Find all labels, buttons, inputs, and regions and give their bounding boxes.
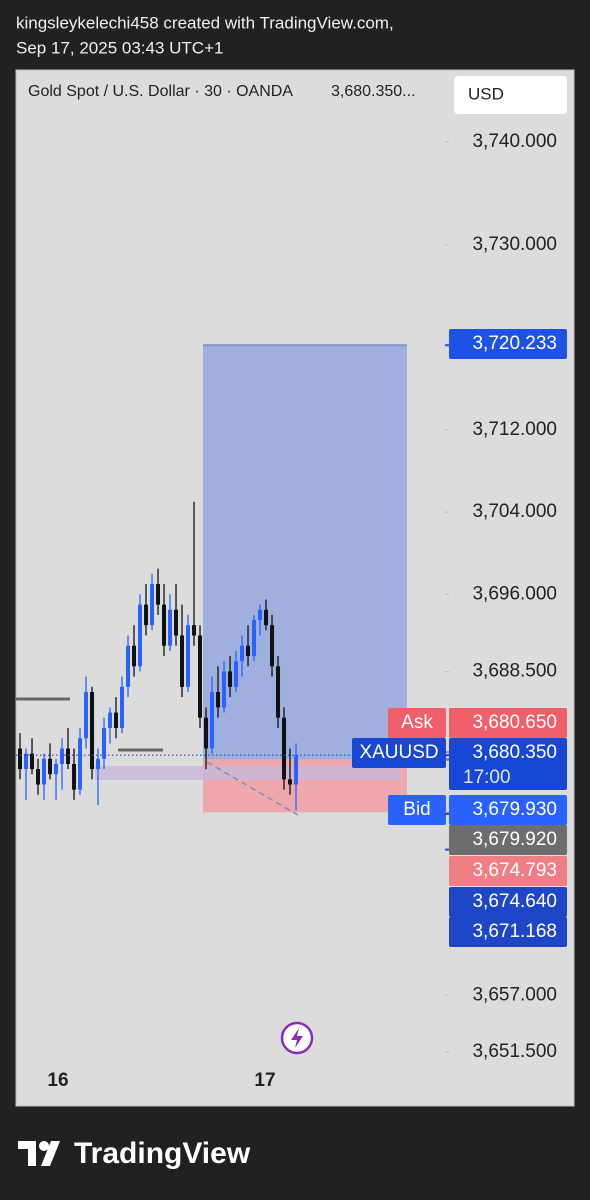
candle-body <box>240 645 245 662</box>
price-tag-label: 3,671.168 <box>472 921 557 942</box>
range-band <box>95 766 401 780</box>
price-tag <box>449 329 567 359</box>
price-tag <box>449 825 567 855</box>
candle-body <box>84 691 89 739</box>
candle-body <box>180 635 185 687</box>
candle-body <box>156 584 161 605</box>
name-tag-label: XAUUSD <box>359 742 438 763</box>
target-zone <box>203 345 407 760</box>
currency-label: USD <box>468 84 504 103</box>
candle-body <box>126 645 131 687</box>
y-tick-label: 3,730.000 <box>472 234 557 255</box>
name-tag <box>388 795 446 825</box>
price-tag <box>449 917 567 947</box>
candle-body <box>114 712 119 728</box>
price-tag <box>449 795 567 825</box>
logo-mark <box>18 1141 36 1166</box>
date-line: Sep 17, 2025 03:43 UTC+1 <box>16 38 223 57</box>
candle-body <box>228 671 233 687</box>
price-tag-label: 3,680.350 <box>472 742 557 763</box>
price-tag <box>449 708 567 738</box>
price-tag <box>449 887 567 917</box>
candle-body <box>102 727 107 759</box>
candle-body <box>216 691 221 708</box>
candle-body <box>264 609 269 626</box>
price-tag-label: 3,720.233 <box>472 333 557 354</box>
candle-body <box>24 753 29 770</box>
price-tag-label: 3,674.793 <box>472 860 557 881</box>
candle-body <box>36 769 41 785</box>
candle-body <box>186 625 191 687</box>
name-tag-label: Bid <box>403 799 430 820</box>
candle-body <box>54 763 59 775</box>
candle-body <box>276 666 281 718</box>
candle-body <box>66 748 71 764</box>
candle-body <box>198 635 203 718</box>
symbol-title: Gold Spot / U.S. Dollar · 30 · OANDA <box>28 83 293 100</box>
candle-body <box>120 686 125 728</box>
logo-dot <box>39 1141 49 1151</box>
candle-body <box>96 758 101 770</box>
candle-body <box>270 625 275 667</box>
y-tick-label: 3,657.000 <box>472 984 557 1005</box>
price-tag <box>449 856 567 886</box>
currency-button[interactable] <box>454 76 567 114</box>
candle-body <box>108 712 113 728</box>
y-tick-label: 3,651.500 <box>472 1041 557 1062</box>
author-line: kingsleykelechi458 created with TradingV… <box>16 13 394 32</box>
candle-body <box>162 604 167 646</box>
y-tick-label: 3,696.000 <box>472 583 557 604</box>
candle-body <box>288 779 293 785</box>
candle-body <box>90 691 95 770</box>
x-tick-label: 17 <box>254 1070 275 1091</box>
candle-body <box>42 758 47 785</box>
y-tick-label: 3,688.500 <box>472 660 557 681</box>
y-tick-label: 3,712.000 <box>472 419 557 440</box>
candle-body <box>150 584 155 626</box>
name-tag-label: Ask <box>401 712 433 733</box>
plot <box>16 344 445 816</box>
price-tag-label: 3,679.930 <box>472 799 557 820</box>
candle-body <box>60 748 65 764</box>
candle-body <box>234 661 239 687</box>
candle-body <box>294 755 299 785</box>
candle-body <box>138 604 143 667</box>
candle-body <box>192 625 197 636</box>
x-tick-label: 16 <box>47 1070 68 1091</box>
name-tag <box>388 708 446 738</box>
candle-body <box>78 738 83 790</box>
bolt <box>291 1028 303 1048</box>
candle-body <box>168 609 173 646</box>
name-tag <box>352 738 446 768</box>
y-tick-label: 3,704.000 <box>472 501 557 522</box>
price-tag-label: 3,679.920 <box>472 829 557 850</box>
symbol-price: 3,680.350... <box>331 83 416 100</box>
candle-body <box>132 645 137 667</box>
candle-body <box>252 620 257 657</box>
candle-body <box>222 671 227 708</box>
price-tag-label: 3,680.650 <box>472 712 557 733</box>
logo <box>18 1141 60 1166</box>
candle-body <box>30 753 35 770</box>
candle-body <box>48 758 53 775</box>
candle-body <box>282 717 287 780</box>
candle-body <box>18 748 23 770</box>
candle-body <box>246 645 251 657</box>
candle-body <box>72 763 77 790</box>
y-tick-label: 3,740.000 <box>472 131 557 152</box>
price-tag-label: 3,674.640 <box>472 891 557 912</box>
price-tag-time: 17:00 <box>463 767 511 788</box>
candle-body <box>258 609 263 621</box>
logo-slash <box>41 1141 60 1166</box>
candle-body <box>210 691 215 749</box>
candle-body <box>144 604 149 626</box>
candle-body <box>174 609 179 636</box>
candle-body <box>204 717 209 749</box>
brand: TradingView <box>74 1137 251 1170</box>
price-tag <box>449 738 567 790</box>
projection <box>206 761 299 816</box>
